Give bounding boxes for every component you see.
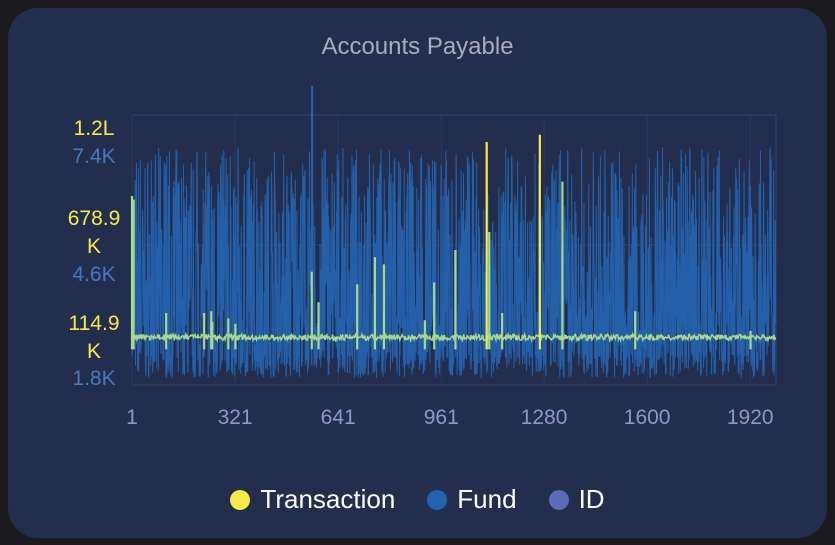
legend-label: Transaction <box>260 484 396 514</box>
legend-item-id[interactable]: ID <box>548 484 605 515</box>
tick-part: 678.9 <box>68 207 121 230</box>
x-tick: 1920 <box>727 406 774 429</box>
x-tick: 1 <box>126 406 138 429</box>
x-tick: 1280 <box>521 406 568 429</box>
legend-label: Fund <box>457 484 517 514</box>
transaction-baseline <box>131 331 777 344</box>
y-tick-fund: 1.8K <box>72 367 115 390</box>
fund-series <box>131 86 777 379</box>
y-tick-fund: 4.6K <box>72 263 115 286</box>
x-tick: 641 <box>321 406 356 429</box>
x-tick: 1600 <box>624 406 671 429</box>
y-tick-transaction: 114.9 K <box>69 312 120 363</box>
x-axis-ticks: 1 321 641 961 1280 1600 1920 <box>126 406 773 429</box>
y-tick-transaction: 678.9 K <box>68 207 121 258</box>
tick-part: K <box>87 340 101 363</box>
legend-dot-icon <box>230 489 251 510</box>
y-tick-transaction: 1.2L <box>74 117 115 140</box>
legend-item-fund[interactable]: Fund <box>427 484 517 515</box>
legend: Transaction Fund ID <box>0 484 835 515</box>
x-tick: 321 <box>218 406 253 429</box>
chart-title: Accounts Payable <box>321 33 514 60</box>
y-axis-ticks: 1.2L 678.9 K 114.9 K 7.4K 4.6K 1.8K <box>68 117 121 390</box>
y-tick-fund: 7.4K <box>72 145 115 168</box>
x-tick: 961 <box>424 406 459 429</box>
transaction-series <box>130 134 777 350</box>
legend-dot-icon <box>427 489 448 510</box>
legend-dot-icon <box>548 489 569 510</box>
tick-part: K <box>87 235 101 258</box>
tick-part: 114.9 <box>69 312 120 335</box>
legend-item-transaction[interactable]: Transaction <box>230 484 395 515</box>
fund-line <box>131 147 777 379</box>
legend-label: ID <box>578 484 605 514</box>
